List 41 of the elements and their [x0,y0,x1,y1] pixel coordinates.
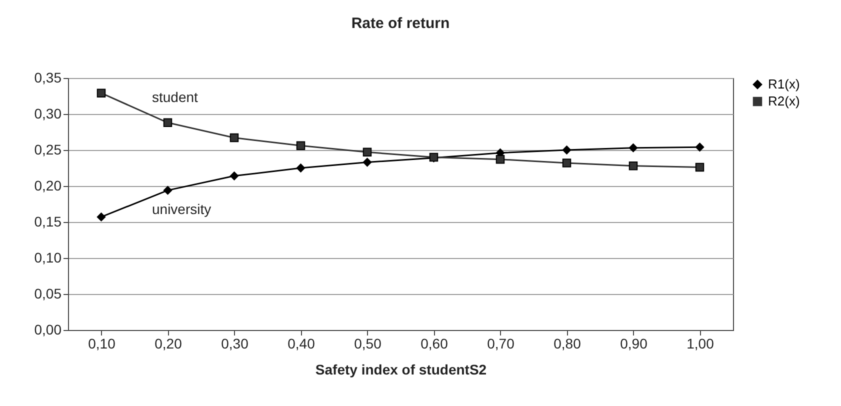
y-tick-label: 0,10 [34,250,62,266]
point [496,154,505,164]
legend-label: R1(x) [768,76,800,92]
y-tick-label: 0,30 [34,106,62,122]
x-tick-label: 0,90 [620,336,648,352]
x-tick-label: 0,40 [288,336,316,352]
y-tick-label: 0,25 [34,142,62,158]
legend-label: R2(x) [768,94,800,108]
chart-title: Rate of return [351,15,450,32]
point [695,162,704,172]
y-tick-label: 0,35 [34,70,62,86]
point [296,164,306,172]
x-tick-label: 0,50 [354,336,382,352]
point [96,212,106,222]
point [163,118,172,128]
point [362,148,372,157]
x-tick-label: 0,70 [487,336,515,352]
x-tick-label: 0,10 [88,336,116,352]
x-tick-label: 0,60 [420,336,448,352]
point [296,141,306,150]
x-tick-label: 1,00 [686,336,714,352]
point [96,88,106,98]
point [163,186,172,195]
y-tick-label: 0,20 [34,178,62,194]
y-tick-label: 0,05 [34,286,62,302]
x-tick-label: 0,80 [554,336,582,352]
point [362,158,372,167]
point [628,143,638,152]
point [230,172,239,180]
point [695,142,704,152]
x-axis-title: Safety index of studentS2 [315,362,487,378]
annotation: university [152,201,212,217]
point [562,158,572,168]
point [562,146,572,154]
annotation: student [152,89,198,105]
y-tick-label: 0,00 [34,322,62,338]
point [230,133,239,142]
x-tick-label: 0,30 [221,336,249,352]
y-tick-label: 0,15 [34,214,62,230]
point [628,161,638,170]
x-tick-label: 0,20 [154,336,182,352]
